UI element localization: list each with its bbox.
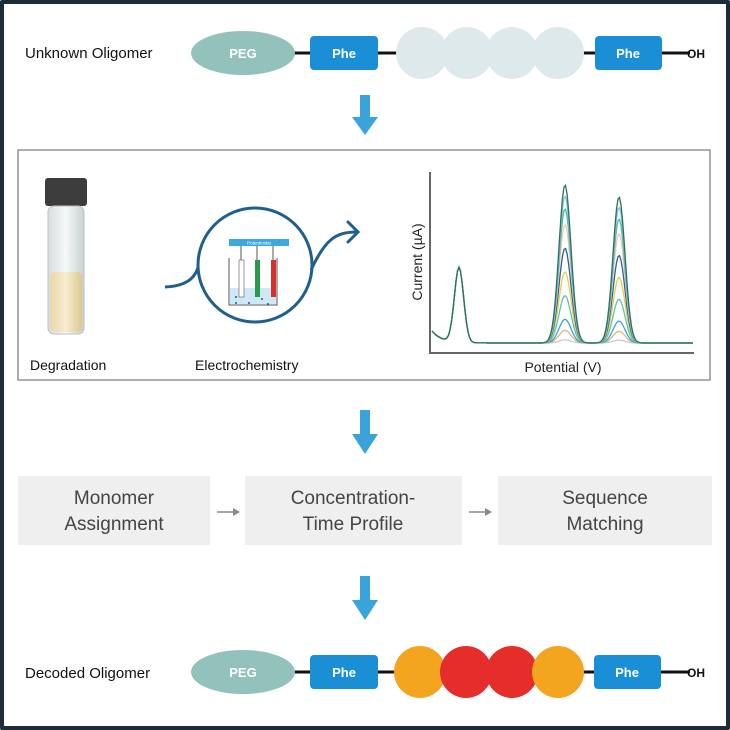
unknown-monomers	[396, 27, 584, 79]
step-box-concentration-time-profile	[245, 476, 462, 545]
step-text: Sequence	[562, 488, 648, 509]
electrochemistry-icon: Potentiostat	[164, 206, 361, 324]
phe-label: Phe	[332, 665, 356, 680]
potentiostat-label: Potentiostat	[247, 241, 272, 246]
down-arrow-icon	[352, 95, 378, 135]
phe-label: Phe	[616, 46, 640, 61]
step-box-monomer-assignment	[18, 476, 210, 545]
phe-label: Phe	[332, 46, 356, 61]
peg-label: PEG	[229, 46, 256, 61]
right-arrow-icon	[485, 508, 492, 516]
decoded-monomers	[394, 646, 584, 698]
electrochemistry-label: Electrochemistry	[195, 357, 298, 373]
phe-block-left	[310, 36, 378, 70]
phe-block-right	[594, 655, 661, 689]
peg-label: PEG	[229, 665, 256, 680]
step-text: Matching	[566, 514, 643, 535]
step-box-sequence-matching	[498, 476, 712, 545]
decoded-oligomer-label: Decoded Oligomer	[25, 665, 150, 682]
right-arrow-icon	[233, 508, 240, 516]
decoded-oligomer: Decoded Oligomer PEG Phe Phe OH	[25, 646, 705, 698]
voltammogram-chart: Current (µA) Potential (V)	[409, 172, 694, 375]
peg-block	[191, 31, 295, 75]
unknown-oligomer-label: Unknown Oligomer	[25, 45, 153, 62]
oh-label: OH	[687, 47, 705, 61]
down-arrow-icon	[352, 576, 378, 620]
workflow-steps: Monomer Assignment Concentration- Time P…	[18, 476, 712, 545]
curves	[431, 184, 693, 344]
peg-block	[191, 650, 295, 694]
step-text: Assignment	[64, 514, 164, 535]
x-axis-label: Potential (V)	[524, 359, 601, 375]
down-arrows	[352, 95, 378, 620]
y-axis-label: Current (µA)	[409, 223, 425, 300]
phe-block-right	[595, 36, 662, 70]
analysis-panel: Degradation Potentiostat Electrochemistr…	[17, 149, 711, 381]
vial-icon	[45, 178, 87, 335]
down-arrow-icon	[352, 410, 378, 454]
unknown-oligomer: Unknown Oligomer PEG Phe Phe OH	[25, 27, 705, 79]
step-text: Monomer	[74, 488, 155, 509]
step-arrows	[217, 508, 492, 516]
phe-block-left	[310, 655, 378, 689]
step-text: Time Profile	[303, 514, 404, 535]
curve-10	[431, 184, 693, 344]
oh-label: OH	[687, 666, 705, 680]
step-text: Concentration-	[291, 488, 416, 509]
degradation-label: Degradation	[30, 357, 106, 373]
phe-label: Phe	[615, 665, 639, 680]
